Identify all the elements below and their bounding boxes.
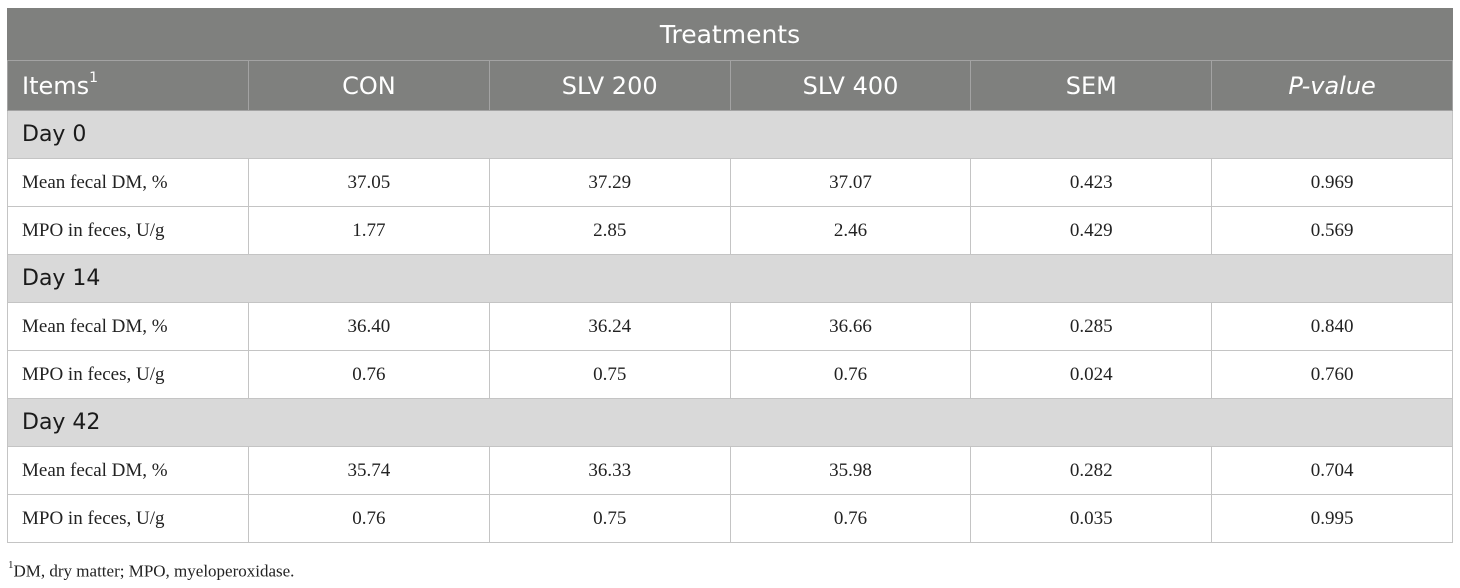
group-row-day-42: Day 42: [6, 398, 1454, 447]
column-header-slv400: SLV 400: [729, 60, 972, 111]
cell-sem: 0.024: [970, 350, 1213, 399]
cell-sem: 0.423: [970, 158, 1213, 207]
cell-sem: 0.429: [970, 206, 1213, 255]
row-item: Mean fecal DM, %: [7, 302, 249, 351]
column-header-row: Items1 CON SLV 200 SLV 400 SEM P-value: [7, 60, 1454, 111]
cell-p-value: 0.840: [1211, 302, 1454, 351]
row-item: MPO in feces, U/g: [7, 350, 249, 399]
cell-p-value: 0.969: [1211, 158, 1454, 207]
column-header-p-value: P-value: [1211, 60, 1454, 111]
cell-con: 0.76: [248, 494, 490, 543]
group-label: Day 0: [6, 110, 1454, 159]
table-row: MPO in feces, U/g 0.76 0.75 0.76 0.024 0…: [7, 350, 1454, 399]
table-row: Mean fecal DM, % 37.05 37.29 37.07 0.423…: [7, 158, 1454, 207]
cell-slv200: 0.75: [488, 350, 731, 399]
row-item: Mean fecal DM, %: [7, 158, 249, 207]
cell-slv200: 0.75: [488, 494, 731, 543]
table-row: MPO in feces, U/g 0.76 0.75 0.76 0.035 0…: [7, 494, 1454, 543]
data-table: Treatments Items1 CON SLV 200 SLV 400 SE…: [6, 8, 1454, 543]
cell-p-value: 0.569: [1211, 206, 1454, 255]
table-row: MPO in feces, U/g 1.77 2.85 2.46 0.429 0…: [7, 206, 1454, 255]
cell-con: 36.40: [248, 302, 490, 351]
group-label: Day 14: [6, 254, 1454, 303]
table-footnote: 1DM, dry matter; MPO, myeloperoxidase.: [8, 559, 295, 582]
items-footnote-marker: 1: [89, 69, 99, 86]
cell-p-value: 0.760: [1211, 350, 1454, 399]
cell-slv400: 36.66: [729, 302, 972, 351]
group-label: Day 42: [6, 398, 1454, 447]
row-item: MPO in feces, U/g: [7, 206, 249, 255]
row-item: MPO in feces, U/g: [7, 494, 249, 543]
treatments-header: Treatments: [6, 8, 1454, 61]
cell-sem: 0.035: [970, 494, 1213, 543]
cell-slv200: 36.24: [488, 302, 731, 351]
column-header-items: Items1: [7, 60, 249, 111]
cell-con: 37.05: [248, 158, 490, 207]
cell-sem: 0.282: [970, 446, 1213, 495]
group-row-day-0: Day 0: [6, 110, 1454, 159]
column-header-slv200: SLV 200: [488, 60, 731, 111]
row-item: Mean fecal DM, %: [7, 446, 249, 495]
footnote-text: DM, dry matter; MPO, myeloperoxidase.: [13, 561, 295, 581]
cell-con: 1.77: [248, 206, 490, 255]
items-header-label: Items: [22, 71, 90, 100]
cell-p-value: 0.704: [1211, 446, 1454, 495]
cell-slv200: 2.85: [488, 206, 731, 255]
footnote-marker: 1: [8, 559, 14, 571]
cell-slv400: 0.76: [729, 350, 972, 399]
cell-slv400: 0.76: [729, 494, 972, 543]
cell-p-value: 0.995: [1211, 494, 1454, 543]
data-table-container: Treatments Items1 CON SLV 200 SLV 400 SE…: [6, 8, 1454, 543]
cell-slv400: 37.07: [729, 158, 972, 207]
cell-con: 35.74: [248, 446, 490, 495]
column-header-sem: SEM: [970, 60, 1213, 111]
cell-slv200: 36.33: [488, 446, 731, 495]
treatments-header-row: Treatments: [6, 8, 1454, 61]
cell-con: 0.76: [248, 350, 490, 399]
table-row: Mean fecal DM, % 35.74 36.33 35.98 0.282…: [7, 446, 1454, 495]
table-body: Day 0 Mean fecal DM, % 37.05 37.29 37.07…: [6, 110, 1454, 543]
cell-sem: 0.285: [970, 302, 1213, 351]
cell-slv400: 35.98: [729, 446, 972, 495]
table-row: Mean fecal DM, % 36.40 36.24 36.66 0.285…: [7, 302, 1454, 351]
cell-slv200: 37.29: [488, 158, 731, 207]
cell-slv400: 2.46: [729, 206, 972, 255]
column-header-con: CON: [248, 60, 490, 111]
group-row-day-14: Day 14: [6, 254, 1454, 303]
